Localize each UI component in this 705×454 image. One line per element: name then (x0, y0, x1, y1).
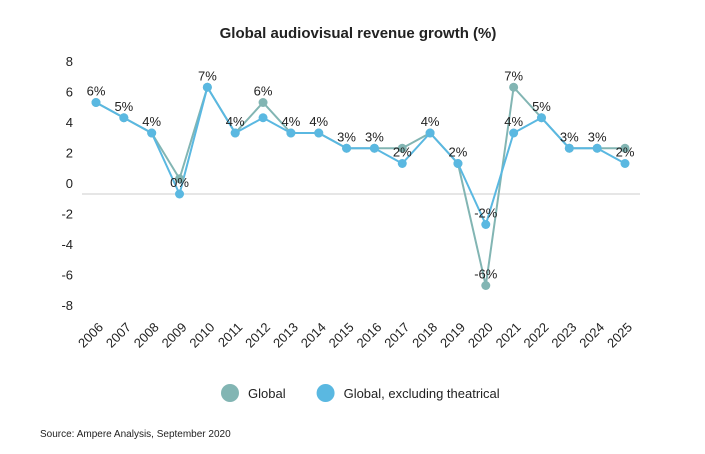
x-tick-label: 2018 (409, 320, 440, 351)
x-tick-label: 2014 (298, 320, 329, 351)
data-label: 4% (142, 114, 161, 129)
x-tick-label: 2019 (437, 320, 468, 351)
x-tick-label: 2022 (521, 320, 552, 351)
data-label: 5% (114, 99, 133, 114)
data-label: 5% (532, 99, 551, 114)
y-tick-label: 6 (66, 85, 73, 100)
source-note: Source: Ampere Analysis, September 2020 (40, 429, 231, 440)
data-label: 4% (309, 114, 328, 129)
data-label: 2% (449, 145, 468, 160)
x-tick-label: 2020 (465, 320, 496, 351)
data-point (481, 220, 491, 229)
y-tick-label: 2 (66, 146, 73, 161)
legend-marker (316, 384, 335, 402)
data-label: 0% (170, 175, 189, 190)
x-tick-label: 2012 (242, 320, 273, 351)
data-point (536, 113, 546, 123)
data-point (509, 82, 519, 92)
x-tick-label: 2017 (381, 320, 412, 351)
data-point (342, 143, 352, 153)
x-tick-label: 2025 (604, 320, 635, 351)
y-tick-label: 0 (66, 176, 73, 191)
data-label: 4% (421, 114, 440, 129)
data-label: 3% (560, 129, 579, 144)
data-point (453, 159, 463, 168)
data-label: 7% (198, 68, 217, 83)
y-tick-label: -2 (61, 207, 73, 222)
data-point (147, 128, 157, 138)
x-tick-label: 2023 (548, 320, 579, 351)
data-point (286, 128, 296, 138)
legend-marker (221, 384, 239, 402)
data-label: 3% (337, 129, 356, 144)
series-line (95, 84, 626, 228)
y-tick-label: 8 (66, 54, 73, 69)
data-point (258, 98, 268, 107)
x-tick-label: 2006 (75, 320, 106, 351)
x-tick-label: 2024 (576, 320, 607, 351)
data-point (175, 174, 185, 184)
x-tick-label: 2013 (270, 320, 301, 351)
data-point (119, 113, 129, 123)
data-point (481, 281, 491, 290)
data-point (564, 143, 574, 153)
data-label: 6% (254, 84, 273, 99)
y-tick-label: 4 (66, 115, 73, 130)
data-point (314, 128, 324, 138)
x-tick-label: 2010 (186, 320, 217, 351)
data-point (230, 128, 240, 138)
data-label: 4% (504, 114, 523, 129)
data-label: 3% (588, 129, 607, 144)
x-tick-label: 2015 (326, 320, 357, 351)
data-point (91, 98, 101, 107)
data-label: 4% (226, 114, 245, 129)
y-tick-label: -6 (61, 268, 73, 283)
x-tick-label: 2007 (103, 320, 134, 351)
data-label: -6% (474, 267, 498, 282)
data-point (258, 113, 268, 123)
x-tick-label: 2008 (131, 320, 162, 351)
data-point (202, 82, 212, 92)
legend-label: Global (248, 386, 286, 401)
data-label: -2% (474, 206, 498, 221)
data-point (369, 143, 379, 153)
legend-label: Global, excluding theatrical (344, 386, 500, 401)
chart-title: Global audiovisual revenue growth (%) (220, 25, 497, 42)
data-label: 4% (281, 114, 300, 129)
data-label: 7% (504, 68, 523, 83)
data-label: 3% (365, 129, 384, 144)
data-point (620, 143, 630, 153)
data-point (509, 128, 519, 138)
data-label: 2% (616, 145, 635, 160)
x-tick-label: 2009 (159, 320, 190, 351)
data-label: 6% (87, 84, 106, 99)
x-tick-label: 2016 (353, 320, 384, 351)
x-tick-label: 2011 (215, 320, 245, 350)
data-point (175, 189, 185, 199)
x-tick-label: 2021 (493, 320, 524, 351)
data-point (592, 143, 602, 153)
data-point (397, 159, 407, 168)
data-point (425, 128, 435, 138)
y-tick-label: -4 (61, 237, 73, 252)
data-point (397, 143, 407, 153)
data-label: 2% (393, 145, 412, 160)
data-point (620, 159, 630, 168)
y-tick-label: -8 (61, 298, 73, 313)
